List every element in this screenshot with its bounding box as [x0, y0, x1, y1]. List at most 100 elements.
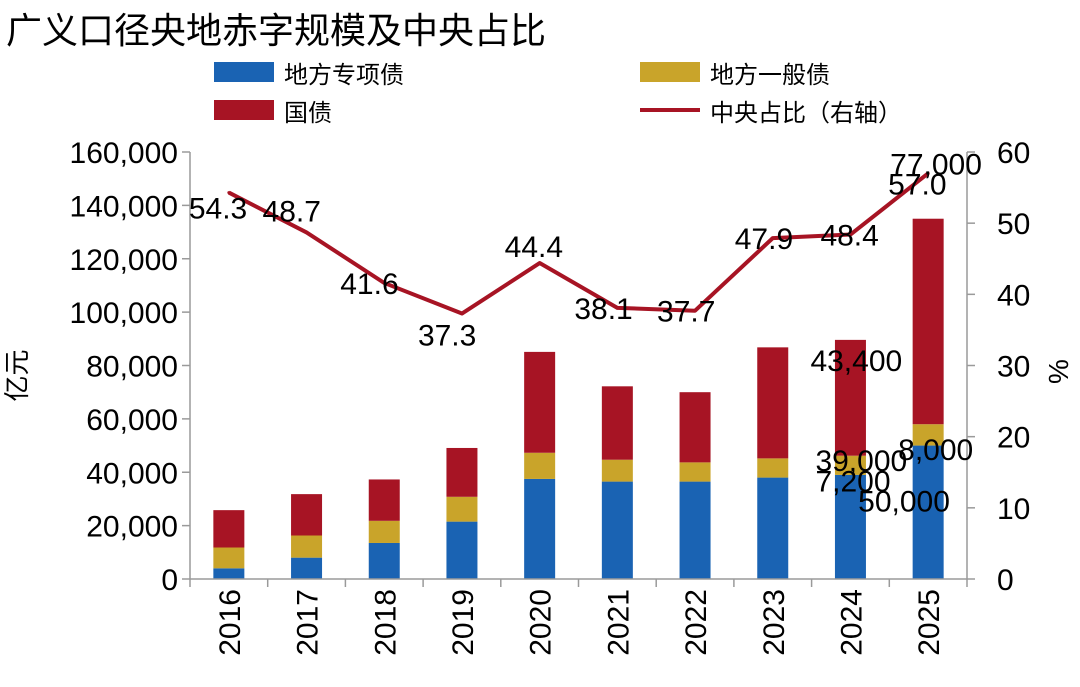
x-tick-label: 2020 [525, 589, 558, 656]
legend-swatch-general [640, 62, 700, 82]
chart-title: 广义口径央地赤字规模及中央占比 [6, 11, 547, 52]
right-tick-label: 40 [997, 279, 1030, 312]
right-tick-label: 30 [997, 351, 1030, 384]
bar-general-2020 [524, 452, 556, 479]
legend-line-ratio [640, 108, 700, 112]
x-tick-label: 2016 [214, 589, 247, 656]
bar-general-2016 [213, 547, 245, 569]
left-tick-label: 20,000 [86, 511, 178, 544]
ratio-label-2019: 37.3 [418, 320, 476, 353]
right-tick-label: 0 [997, 564, 1014, 597]
right-tick-label: 50 [997, 208, 1030, 241]
ratio-point-2019 [460, 312, 464, 316]
bar-general-2023 [757, 458, 789, 478]
legend-label-ratio: 中央占比（右轴） [710, 98, 902, 127]
legend-swatch-special [214, 62, 274, 82]
bar-treasury-2019 [446, 447, 478, 497]
ratio-point-2018 [382, 281, 386, 285]
legend-item-general: 地方一般债 [640, 57, 830, 89]
bar-general-2022 [679, 462, 711, 482]
bar-treasury-2022 [679, 392, 711, 463]
ratio-line [227, 171, 930, 316]
x-tick-label: 2018 [369, 589, 402, 656]
x-tick-label: 2023 [758, 589, 791, 656]
ratio-label-2023: 47.9 [735, 223, 793, 256]
bar-treasury-2017 [291, 494, 323, 536]
ratio-label-2022: 37.7 [657, 296, 715, 329]
bar-treasury-2025 [912, 218, 944, 425]
left-tick-label: 80,000 [86, 351, 178, 384]
ratio-point-2022 [693, 309, 697, 313]
ratio-label-2017: 48.7 [263, 195, 321, 228]
legend-swatch-treasury [214, 100, 274, 120]
bar-value-label-2025-general: 8,000 [898, 434, 973, 467]
bar-general-2021 [601, 459, 633, 482]
legend-item-treasury: 国债 [214, 95, 332, 127]
bar-general-2018 [368, 520, 400, 543]
left-tick-label: 60,000 [86, 404, 178, 437]
right-tick-label: 60 [997, 137, 1030, 170]
ratio-point-2025 [926, 171, 930, 175]
bar-value-label-2024-special: 39,000 [815, 445, 907, 478]
bar-value-label-2024-general: 7,200 [815, 466, 890, 499]
x-tick-label: 2021 [602, 589, 635, 656]
x-tick-label: 2022 [680, 589, 713, 656]
bar-general-2019 [446, 496, 478, 522]
x-tick-label: 2024 [835, 589, 868, 656]
bar-value-label-2024-treasury: 43,400 [810, 345, 902, 378]
bar-special-2020 [524, 478, 556, 579]
bar-special-2024 [834, 474, 866, 579]
bar-special-2017 [291, 557, 323, 579]
ratio-label-2016: 54.3 [189, 193, 247, 226]
legend-item-ratio: 中央占比（右轴） [640, 95, 902, 127]
ratio-point-2017 [305, 230, 309, 234]
bar-treasury-2020 [524, 351, 556, 453]
ratio-point-2016 [227, 191, 231, 195]
x-tick-label: 2025 [913, 589, 946, 656]
legend-label-general: 地方一般债 [710, 60, 830, 89]
y-left-title: 亿元 [2, 349, 32, 401]
ratio-point-2020 [538, 261, 542, 265]
ratio-label-2025: 57.0 [888, 168, 946, 201]
ratio-label-2021: 38.1 [574, 293, 632, 326]
bar-treasury-2023 [757, 347, 789, 459]
right-tick-label: 20 [997, 422, 1030, 455]
ratio-label-2018: 41.6 [340, 268, 398, 301]
bar-special-2018 [368, 542, 400, 579]
legend-label-special: 地方专项债 [284, 60, 404, 89]
bar-special-2025 [912, 445, 944, 579]
bar-treasury-2021 [601, 386, 633, 460]
bar-special-2023 [757, 477, 789, 579]
left-tick-label: 0 [161, 564, 178, 597]
bar-value-label-2025-special: 50,000 [858, 486, 950, 519]
ratio-point-2021 [615, 306, 619, 310]
bar-special-2019 [446, 521, 478, 579]
bar-treasury-2016 [213, 510, 245, 548]
right-tick-label: 10 [997, 493, 1030, 526]
axes-group: 0 20,000 40,000 60,000 80,000 100,000 120,000 1… [2, 137, 1074, 656]
bar-general-2017 [291, 535, 323, 558]
bar-special-2021 [601, 481, 633, 579]
labels-group: 54.3 48.7 41.6 37.3 44.4 38.1 37.7 47.9 48.4 57.0… [189, 149, 982, 519]
left-tick-label: 140,000 [70, 190, 178, 223]
ratio-point-2024 [848, 233, 852, 237]
line-group [227, 171, 930, 316]
ratio-label-2024: 48.4 [820, 220, 878, 253]
legend-label-treasury: 国债 [284, 98, 332, 127]
x-tick-label: 2017 [292, 589, 325, 656]
left-tick-label: 100,000 [70, 297, 178, 330]
bars-group [213, 218, 944, 579]
bar-treasury-2024 [834, 339, 866, 456]
bar-value-label-2025-treasury: 77,000 [890, 149, 982, 182]
left-tick-label: 160,000 [70, 137, 178, 170]
bar-special-2016 [213, 568, 245, 579]
legend-item-special: 地方专项债 [214, 57, 404, 89]
bar-general-2025 [912, 424, 944, 446]
left-tick-label: 120,000 [70, 244, 178, 277]
bar-treasury-2018 [368, 479, 400, 521]
ratio-point-2023 [771, 236, 775, 240]
left-tick-label: 40,000 [86, 457, 178, 490]
ratio-label-2020: 44.4 [505, 231, 563, 264]
bar-general-2024 [834, 455, 866, 475]
